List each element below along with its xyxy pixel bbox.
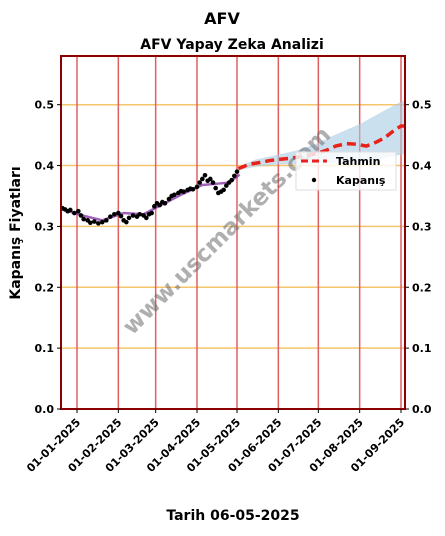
close-point [152, 204, 157, 209]
y-tick-label-right: 0.3 [412, 220, 432, 233]
close-point [78, 213, 84, 218]
close-point [224, 183, 229, 188]
close-point [166, 196, 172, 202]
close-point [229, 177, 234, 183]
close-point [88, 220, 93, 226]
chart-title: AFV Yapay Zeka Analizi [140, 37, 324, 53]
close-point [234, 169, 240, 174]
close-point [202, 172, 208, 178]
grid [61, 56, 405, 409]
page-title: AFV [204, 9, 240, 28]
y-tick-label-right: 0.4 [412, 160, 432, 173]
y-tick-label-right: 0.1 [412, 342, 432, 355]
legend: Tahmin Kapanış [295, 151, 397, 191]
y-tick-label-right: 0.2 [412, 281, 432, 294]
y-tick-label-left: 0.3 [35, 220, 55, 233]
close-point [92, 219, 97, 224]
legend-kapanis-marker [311, 177, 317, 183]
close-point [130, 213, 136, 218]
legend-kapanis-label: Kapanış [336, 174, 386, 187]
legend-box [295, 151, 397, 191]
close-point [68, 207, 73, 213]
close-point [232, 173, 237, 179]
y-tick-label-left: 0.4 [35, 160, 55, 173]
close-point [210, 180, 216, 185]
close-point [137, 211, 142, 217]
close-point [72, 210, 77, 216]
close-point [172, 192, 177, 198]
y-tick-label-right: 0.0 [412, 403, 432, 416]
legend-tahmin-label: Tahmin [336, 155, 380, 168]
close-point [144, 215, 149, 221]
close-point [162, 200, 168, 206]
close-point [157, 202, 162, 208]
x-axis-label: Tarih 06-05-2025 [166, 508, 299, 524]
close-point [221, 187, 226, 193]
close-point [76, 208, 81, 214]
close-point [126, 215, 132, 221]
close-point [118, 213, 124, 219]
close-point [108, 214, 113, 219]
close-point [213, 185, 218, 191]
close-point [149, 210, 154, 216]
close-point [190, 186, 196, 192]
y-tick-label-left: 0.5 [35, 99, 55, 112]
close-point [116, 210, 121, 216]
plot-frame [60, 55, 406, 410]
close-point [200, 176, 205, 182]
close-point [96, 221, 101, 226]
close-point [81, 216, 86, 222]
forecast-line [237, 124, 405, 171]
y-tick-label-left: 0.1 [35, 342, 55, 355]
y-axis-label: Kapanış Fiyatları [8, 166, 24, 299]
y-tick-label-right: 0.5 [412, 99, 432, 112]
series [60, 124, 405, 226]
close-point [100, 219, 105, 225]
close-point [124, 219, 129, 225]
close-point [104, 218, 109, 223]
close-point [194, 184, 200, 190]
close-point [197, 180, 202, 185]
close-point [208, 176, 213, 182]
close-point [181, 189, 186, 195]
y-tick-label-left: 0.2 [35, 281, 55, 294]
y-tick-label-left: 0.0 [35, 403, 55, 416]
close-point [112, 211, 117, 217]
